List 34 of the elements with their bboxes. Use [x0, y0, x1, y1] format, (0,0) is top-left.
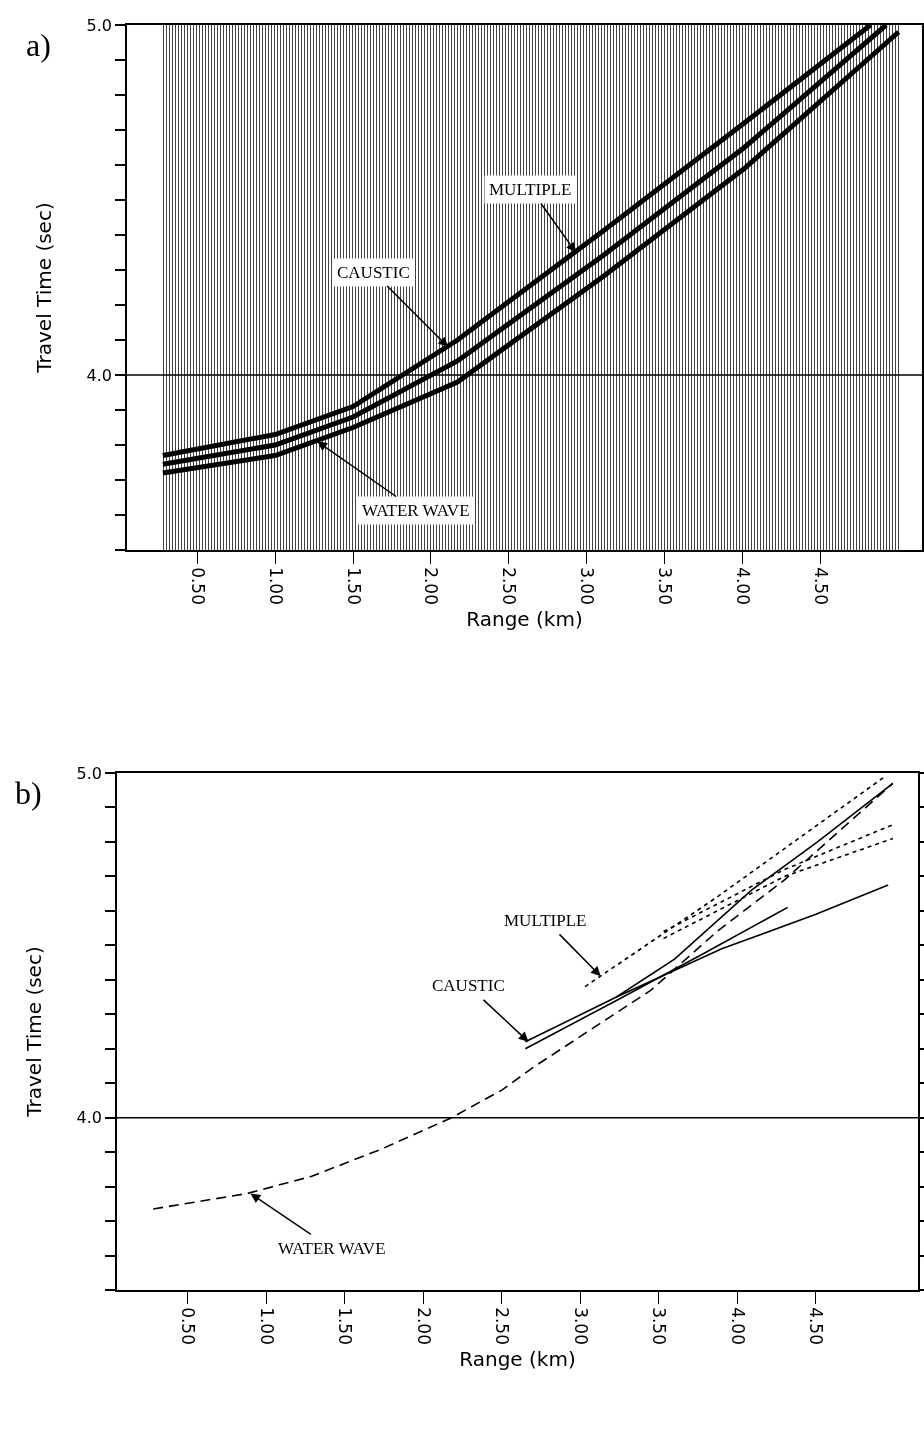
x-tick-label: 1.50 — [343, 567, 364, 606]
x-tick-label: 4.50 — [811, 567, 832, 606]
x-tick-label: 2.50 — [492, 1307, 513, 1346]
x-tick-label: 2.00 — [413, 1307, 434, 1346]
x-tick-label: 3.50 — [649, 1307, 670, 1346]
y-axis-title: Travel Time (sec) — [21, 946, 46, 1118]
x-tick-label: 4.00 — [733, 567, 754, 606]
annotation: CAUSTIC — [337, 263, 410, 282]
x-axis-title: Range (km) — [466, 607, 583, 632]
annotation: MULTIPLE — [504, 911, 587, 930]
text: a) — [26, 27, 51, 63]
x-tick-label: 3.50 — [655, 567, 676, 606]
text: b) — [15, 775, 42, 811]
x-tick-label: 4.00 — [727, 1307, 748, 1346]
y-tick-label: 4.0 — [76, 1108, 103, 1128]
x-tick-label: 1.00 — [265, 567, 286, 606]
x-tick-label: 2.00 — [421, 567, 442, 606]
x-tick-label: 0.50 — [178, 1307, 199, 1346]
x-tick-label: 1.00 — [256, 1307, 277, 1346]
x-tick-label: 3.00 — [570, 1307, 591, 1346]
x-tick-label: 3.00 — [577, 567, 598, 606]
x-tick-label: 2.50 — [499, 567, 520, 606]
x-tick-label: 0.50 — [187, 567, 208, 606]
annotation: WATER WAVE — [362, 501, 470, 520]
y-tick-label: 5.0 — [86, 15, 113, 35]
x-tick-label: 1.50 — [335, 1307, 356, 1346]
y-axis-title: Travel Time (sec) — [31, 202, 56, 374]
annotation: MULTIPLE — [489, 180, 572, 199]
x-tick-label: 4.50 — [806, 1307, 827, 1346]
annotation: CAUSTIC — [432, 976, 505, 995]
x-axis-title: Range (km) — [459, 1347, 576, 1372]
y-tick-label: 4.0 — [86, 365, 113, 385]
y-tick-label: 5.0 — [76, 763, 103, 783]
annotation: WATER WAVE — [278, 1239, 386, 1258]
